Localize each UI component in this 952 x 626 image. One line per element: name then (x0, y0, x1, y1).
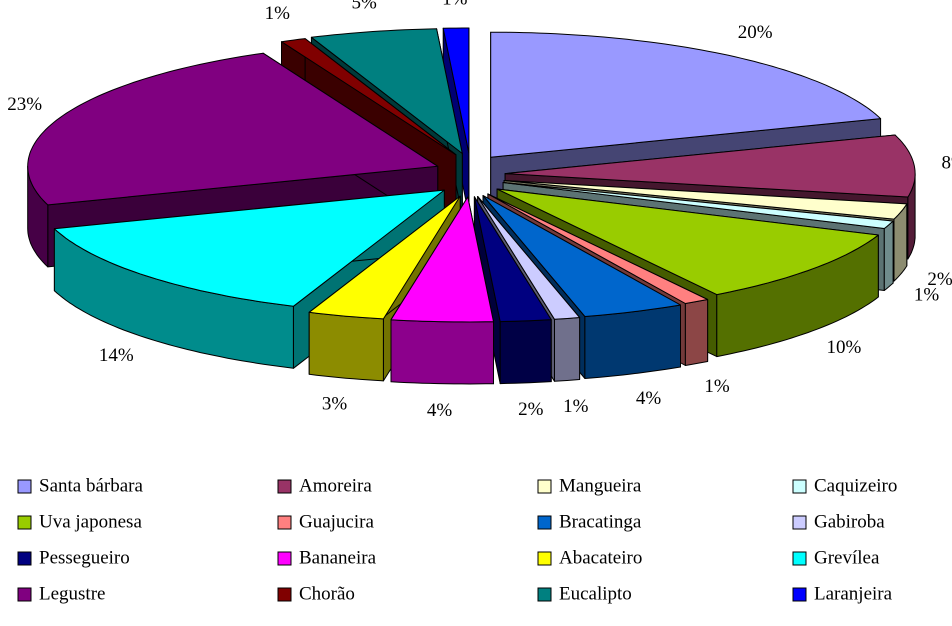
legend-label: Abacateiro (559, 547, 642, 568)
data-label: 1% (265, 3, 291, 24)
data-label: 14% (99, 345, 134, 366)
pie-slice (53, 189, 445, 369)
legend-label: Gabiroba (814, 511, 885, 532)
slice-wall (390, 319, 494, 385)
legend-item: Santa bárbara (17, 475, 143, 496)
legend-swatch (537, 587, 552, 602)
slice-wall (554, 317, 581, 382)
slice-wall (308, 311, 384, 382)
legend-label: Bracatinga (559, 511, 642, 532)
data-label: 2% (927, 269, 952, 290)
legend-item: Grevílea (792, 547, 880, 568)
legend-label: Caquizeiro (814, 475, 897, 496)
data-label: 5% (352, 0, 378, 14)
data-label: 2% (518, 399, 544, 420)
legend-item: Abacateiro (537, 547, 642, 568)
legend-swatch (537, 551, 552, 566)
legend-item: Amoreira (277, 475, 372, 496)
legend-item: Legustre (17, 583, 105, 604)
legend-swatch (792, 479, 807, 494)
legend-label: Grevílea (814, 547, 880, 568)
slice-top (503, 180, 908, 220)
data-label: 4% (636, 388, 662, 409)
legend-item: Gabiroba (792, 511, 885, 532)
slice-top (53, 189, 445, 307)
legend-item: Bananeira (277, 547, 377, 568)
data-label: 23% (7, 94, 42, 115)
data-label: 1% (914, 285, 940, 306)
data-label: 4% (427, 400, 453, 421)
legend-label: Chorão (299, 583, 355, 604)
legend-label: Bananeira (299, 547, 377, 568)
legend-label: Amoreira (299, 475, 372, 496)
legend-item: Guajucira (277, 511, 374, 532)
slice-top (496, 188, 879, 296)
slice-top (487, 193, 709, 304)
legend-label: Laranjeira (814, 583, 893, 604)
legend-item: Chorão (277, 583, 355, 604)
data-label: 3% (322, 393, 348, 414)
legend-swatch (277, 515, 292, 530)
slice-top (502, 182, 894, 229)
legend-label: Eucalipto (559, 583, 632, 604)
legend-item: Laranjeira (792, 583, 893, 604)
slice-wall (499, 319, 552, 385)
data-label: 1% (442, 0, 468, 9)
slice-top (504, 134, 916, 198)
legend-label: Legustre (39, 583, 105, 604)
data-label: 1% (563, 396, 589, 417)
legend-swatch (17, 479, 32, 494)
legend-swatch (17, 515, 32, 530)
data-label: 10% (826, 337, 861, 358)
pie-slice (390, 196, 494, 385)
legend-item: Bracatinga (537, 511, 642, 532)
legend-swatch (537, 479, 552, 494)
legend-item: Mangueira (537, 475, 642, 496)
slice-top (477, 196, 581, 320)
data-label: 20% (738, 22, 773, 43)
slice-top (482, 195, 681, 317)
legend-swatch (277, 479, 292, 494)
data-label: 1% (704, 376, 730, 397)
legend-label: Mangueira (559, 475, 642, 496)
legend-swatch (17, 551, 32, 566)
slice-top (308, 195, 461, 320)
legend-item: Pessegueiro (17, 547, 130, 568)
legend-label: Santa bárbara (39, 475, 143, 496)
legend-label: Guajucira (299, 511, 374, 532)
slice-top (473, 196, 552, 323)
slice-wall (584, 304, 681, 379)
legend-swatch (277, 587, 292, 602)
legend-swatch (17, 587, 32, 602)
legend-label: Uva japonesa (39, 511, 142, 532)
slice-top (390, 196, 494, 323)
slice-top (27, 52, 439, 206)
legend-swatch (537, 515, 552, 530)
legend-swatch (792, 515, 807, 530)
slice-wall (883, 220, 894, 291)
slice-top (490, 31, 882, 158)
data-label: 8% (942, 152, 952, 173)
legend-item: Eucalipto (537, 583, 632, 604)
slice-top (442, 27, 470, 154)
legend-swatch (792, 587, 807, 602)
legend-item: Uva japonesa (17, 511, 142, 532)
slice-wall (684, 299, 709, 366)
slice-top (281, 38, 457, 156)
legend-label: Pessegueiro (39, 547, 130, 568)
legend-item: Caquizeiro (792, 475, 897, 496)
legend-swatch (792, 551, 807, 566)
legend-swatch (277, 551, 292, 566)
slice-top (310, 28, 463, 154)
